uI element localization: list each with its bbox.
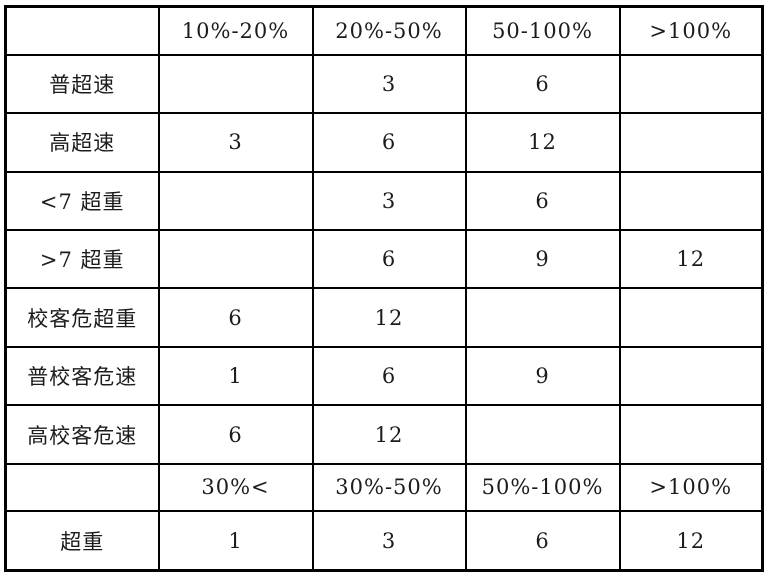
column-header: >100% <box>618 462 764 513</box>
row-label: 超重 <box>4 510 160 572</box>
row-label: 普校客危速 <box>4 345 160 407</box>
data-cell <box>618 170 764 232</box>
data-cell <box>618 287 764 348</box>
data-cell <box>618 404 764 465</box>
data-cell <box>464 404 621 465</box>
data-cell <box>157 170 314 232</box>
table-row: 超重 1 3 6 12 <box>4 510 764 572</box>
table-row: >7 超重 6 9 12 <box>4 229 764 290</box>
data-cell: 12 <box>311 287 467 348</box>
row-label: 高校客危速 <box>4 404 160 465</box>
table-row: 高校客危速 6 12 <box>4 404 764 465</box>
table-row: 普超速 3 6 <box>4 53 764 115</box>
column-header: 20%-50% <box>311 5 467 56</box>
column-header: 30%< <box>157 462 314 513</box>
data-cell: 6 <box>311 229 467 290</box>
data-cell: 6 <box>311 345 467 407</box>
corner-cell <box>4 5 160 56</box>
column-header: 30%-50% <box>311 462 467 513</box>
data-cell: 6 <box>464 170 621 232</box>
data-cell: 6 <box>464 53 621 115</box>
row-label: >7 超重 <box>4 229 160 290</box>
data-cell <box>464 287 621 348</box>
header-row-overweight: 30%< 30%-50% 50%-100% >100% <box>4 462 764 513</box>
data-cell: 12 <box>464 112 621 173</box>
table-row: 普校客危速 1 6 9 <box>4 345 764 407</box>
data-cell: 6 <box>157 287 314 348</box>
data-cell: 3 <box>311 510 467 572</box>
data-cell <box>618 53 764 115</box>
data-cell <box>618 345 764 407</box>
data-cell: 12 <box>618 510 764 572</box>
column-header: 50%-100% <box>464 462 621 513</box>
data-cell: 9 <box>464 229 621 290</box>
table-row: <7 超重 3 6 <box>4 170 764 232</box>
table-row: 高超速 3 6 12 <box>4 112 764 173</box>
data-cell <box>618 112 764 173</box>
data-cell: 3 <box>157 112 314 173</box>
table-row: 校客危超重 6 12 <box>4 287 764 348</box>
column-header: 50-100% <box>464 5 621 56</box>
data-cell: 1 <box>157 345 314 407</box>
data-cell: 12 <box>311 404 467 465</box>
data-cell: 9 <box>464 345 621 407</box>
corner-cell <box>4 462 160 513</box>
row-label: 高超速 <box>4 112 160 173</box>
row-label: <7 超重 <box>4 170 160 232</box>
data-cell: 6 <box>157 404 314 465</box>
column-header: >100% <box>618 5 764 56</box>
data-cell: 3 <box>311 53 467 115</box>
data-cell: 12 <box>618 229 764 290</box>
data-cell: 3 <box>311 170 467 232</box>
data-cell: 6 <box>464 510 621 572</box>
data-cell <box>157 229 314 290</box>
data-cell: 6 <box>311 112 467 173</box>
row-label: 普超速 <box>4 53 160 115</box>
data-cell <box>157 53 314 115</box>
column-header: 10%-20% <box>157 5 314 56</box>
row-label: 校客危超重 <box>4 287 160 348</box>
header-row-speed: 10%-20% 20%-50% 50-100% >100% <box>4 5 764 56</box>
penalty-points-table: 10%-20% 20%-50% 50-100% >100% 普超速 3 6 高超… <box>4 5 764 572</box>
data-cell: 1 <box>157 510 314 572</box>
